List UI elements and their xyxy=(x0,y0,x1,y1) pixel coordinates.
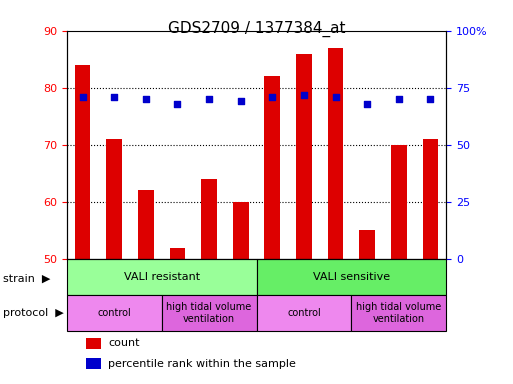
Point xyxy=(426,96,435,102)
Text: GDS2709 / 1377384_at: GDS2709 / 1377384_at xyxy=(168,21,345,37)
Point xyxy=(394,96,403,102)
Text: VALI resistant: VALI resistant xyxy=(124,272,200,282)
Point xyxy=(142,96,150,102)
FancyBboxPatch shape xyxy=(67,295,162,331)
Point xyxy=(363,101,371,107)
Bar xyxy=(74,65,90,259)
Bar xyxy=(106,139,122,259)
Text: high tidal volume
ventilation: high tidal volume ventilation xyxy=(166,302,252,324)
FancyBboxPatch shape xyxy=(351,295,446,331)
Text: strain  ▶: strain ▶ xyxy=(3,273,50,283)
Bar xyxy=(423,139,439,259)
FancyBboxPatch shape xyxy=(162,295,256,331)
Text: control: control xyxy=(97,308,131,318)
Text: VALI sensitive: VALI sensitive xyxy=(313,272,390,282)
Bar xyxy=(86,338,101,349)
FancyBboxPatch shape xyxy=(256,295,351,331)
Point xyxy=(110,94,118,100)
Point xyxy=(173,101,182,107)
Bar xyxy=(359,230,375,259)
Point xyxy=(331,94,340,100)
Point xyxy=(236,98,245,104)
Text: control: control xyxy=(287,308,321,318)
Bar xyxy=(328,48,344,259)
Bar xyxy=(296,53,312,259)
Point xyxy=(300,91,308,98)
Text: percentile rank within the sample: percentile rank within the sample xyxy=(108,359,297,369)
Bar xyxy=(233,202,249,259)
Bar xyxy=(264,76,280,259)
Text: protocol  ▶: protocol ▶ xyxy=(3,308,63,318)
Point xyxy=(268,94,277,100)
FancyBboxPatch shape xyxy=(67,259,256,295)
Bar xyxy=(201,179,217,259)
Bar xyxy=(138,190,154,259)
Bar xyxy=(86,358,101,369)
Bar xyxy=(169,248,185,259)
Point xyxy=(205,96,213,102)
Text: high tidal volume
ventilation: high tidal volume ventilation xyxy=(356,302,442,324)
Bar xyxy=(391,145,407,259)
FancyBboxPatch shape xyxy=(256,259,446,295)
Text: count: count xyxy=(108,338,140,348)
Point xyxy=(78,94,87,100)
